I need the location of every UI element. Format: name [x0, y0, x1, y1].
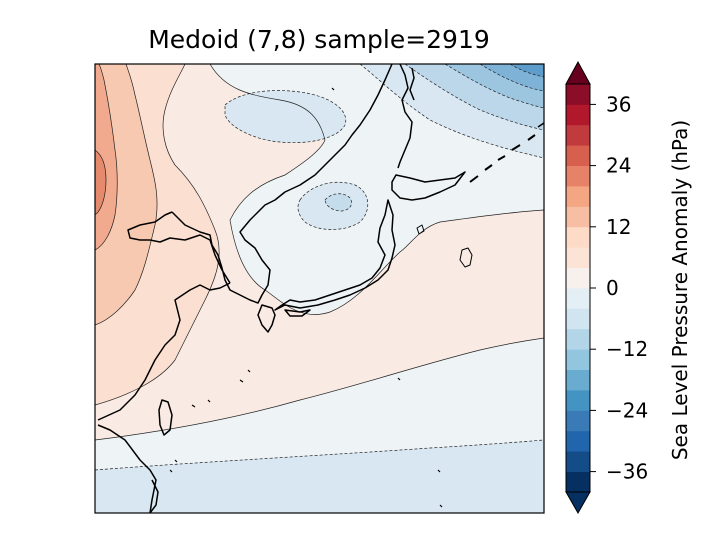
contour-band-pos-16-20 — [95, 150, 106, 215]
colorbar-segment — [566, 471, 590, 493]
colorbar-segment — [566, 226, 590, 248]
contour-band-pos-0-4 — [95, 64, 544, 440]
colorbar-tick-label: −36 — [606, 460, 648, 484]
colorbar-extend-bottom — [565, 491, 591, 515]
colorbar-segment — [566, 308, 590, 330]
coast-kurils — [469, 134, 536, 183]
contour-band-ne-5 — [510, 64, 544, 77]
map-title: Medoid (7,8) sample=2919 — [148, 25, 490, 54]
contour-band-neg-pocket-1 — [225, 90, 346, 143]
colorbar-segment — [566, 104, 590, 126]
contour-lines — [95, 64, 544, 471]
coast-hokkaido — [391, 171, 466, 201]
colorbar-extend-top — [565, 60, 591, 85]
contour-fill — [95, 64, 544, 513]
coast-island-pacific — [459, 247, 473, 268]
colorbar-label: Sea Level Pressure Anomaly (hPa) — [668, 120, 692, 460]
colorbar-segments — [566, 84, 590, 493]
colorbar-tick-label: −24 — [606, 398, 648, 422]
colorbar-segment — [566, 145, 590, 166]
colorbar-segment — [566, 328, 590, 350]
colorbar-segment — [566, 165, 590, 187]
colorbar-segment — [566, 267, 590, 289]
colorbar-tick-label: −12 — [606, 337, 648, 361]
colorbar-ticks: 36 24 12 0 −12 −24 −36 — [590, 92, 648, 484]
coastlines — [97, 64, 544, 513]
contour-band-south-neg — [95, 440, 544, 513]
colorbar-segment — [566, 349, 590, 370]
colorbar-segment — [566, 84, 590, 105]
colorbar-segment — [566, 186, 590, 207]
colorbar-tick-label: 0 — [606, 276, 619, 300]
colorbar-segment — [566, 124, 590, 146]
coast-sakhalin — [397, 64, 413, 169]
colorbar-tick-label: 36 — [606, 92, 631, 116]
colorbar-segment — [566, 369, 590, 391]
colorbar-segment — [566, 247, 590, 268]
coast-shikoku — [284, 309, 311, 317]
colorbar-segment — [566, 410, 590, 432]
coast-kyushu — [257, 304, 276, 333]
coast-taiwan — [158, 399, 173, 436]
coast-mainland — [97, 64, 393, 513]
colorbar-segment — [566, 206, 590, 228]
map-frame — [94, 63, 545, 514]
colorbar-segment — [566, 288, 590, 309]
colorbar-segment — [566, 451, 590, 472]
colorbar-segment — [566, 390, 590, 411]
colorbar-segment — [566, 430, 590, 452]
coast-honshu — [274, 199, 396, 311]
contour-band-neg-pocket-3 — [325, 193, 352, 211]
colorbar: 36 24 12 0 −12 −24 −36 Sea Level Pressure Anom… — [565, 60, 692, 515]
colorbar-tick-label: 12 — [606, 215, 631, 239]
map-panel — [94, 63, 545, 514]
colorbar-tick-label: 24 — [606, 154, 631, 178]
